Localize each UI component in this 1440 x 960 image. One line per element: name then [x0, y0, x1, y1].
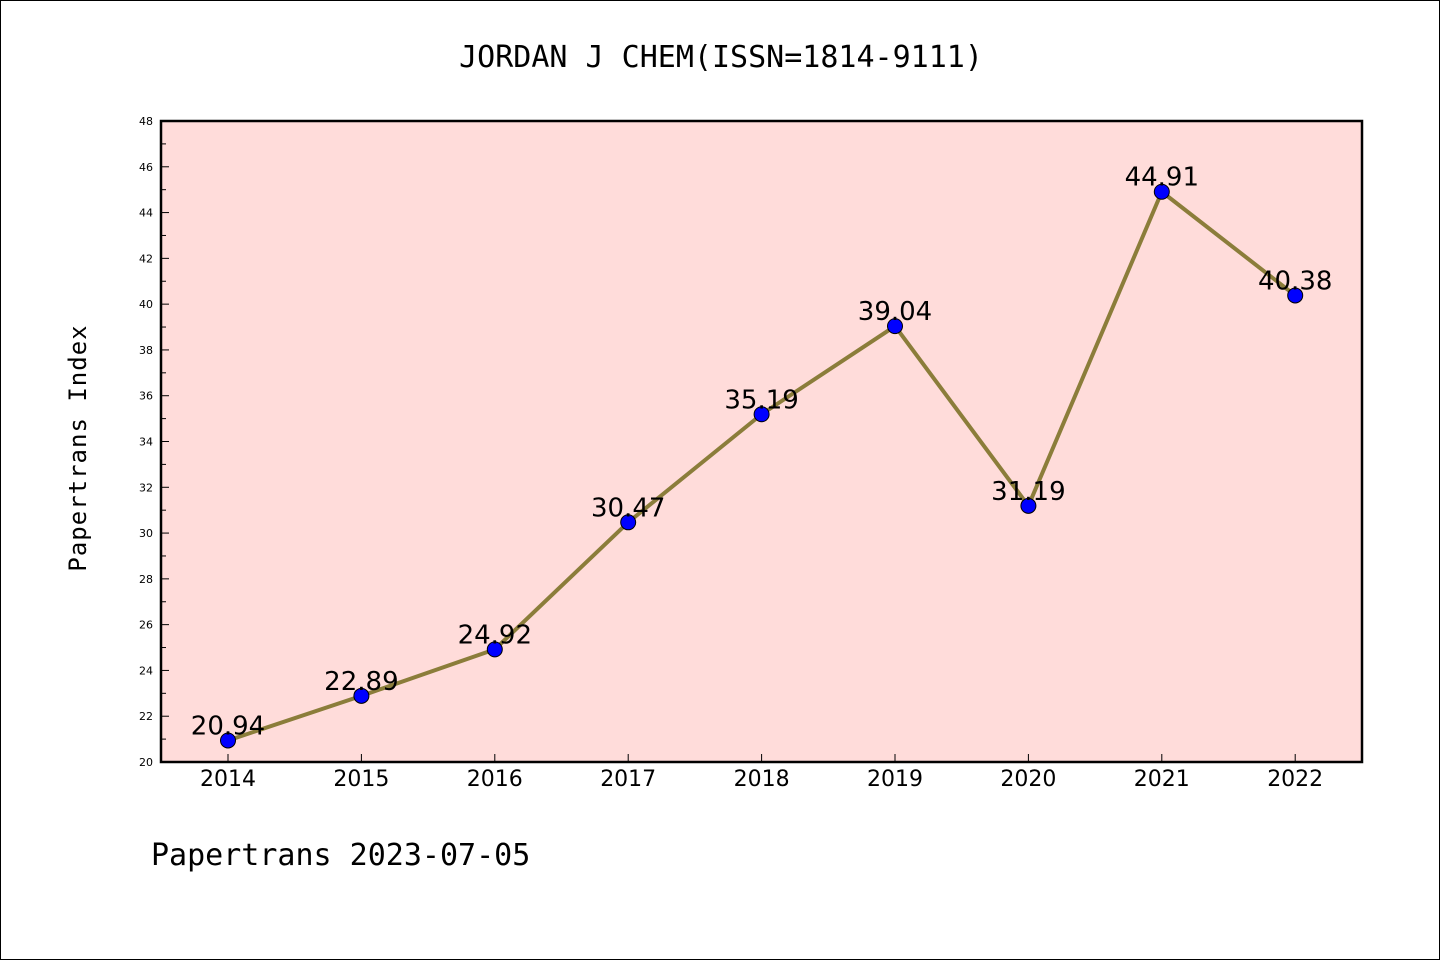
data-label: 30.47 [591, 493, 665, 523]
y-axis-ticks: 20 22 24 26 28 30 32 34 36 38 40 42 44 46 48 [139, 115, 169, 769]
data-label: 39.04 [858, 297, 932, 327]
x-axis-ticks: 2014 2015 2016 2017 2018 2019 2020 2021 2022 [200, 754, 1323, 792]
y-tick-label: 34 [139, 436, 153, 449]
x-tick-label: 2014 [200, 767, 256, 792]
x-tick-label: 2016 [467, 767, 523, 792]
data-point [486, 641, 503, 658]
y-tick-label: 36 [139, 390, 153, 403]
plot-area [159, 119, 1364, 764]
chart-title: JORDAN J CHEM(ISSN=1814-9111) [459, 40, 983, 75]
data-label: 35.19 [724, 385, 798, 415]
data-point [1020, 497, 1037, 514]
data-point [887, 318, 903, 335]
x-tick-label: 2020 [1000, 767, 1056, 792]
y-axis-label: Papertrans Index [64, 324, 92, 571]
data-label: 44.91 [1125, 163, 1199, 193]
x-tick-label: 2022 [1267, 767, 1323, 792]
x-tick-label: 2015 [333, 767, 389, 792]
data-point [353, 687, 370, 704]
y-tick-label: 42 [139, 252, 153, 265]
series-layer: 20.94 22.89 24.92 30.47 35.19 39.04 31.19 44.91… [191, 163, 1332, 749]
y-tick-label: 40 [139, 298, 153, 311]
y-tick-label: 44 [139, 207, 153, 220]
y-tick-label: 22 [139, 710, 153, 723]
y-tick-label: 24 [139, 664, 153, 677]
data-point [1153, 183, 1170, 200]
y-tick-label: 48 [139, 115, 153, 128]
data-point [1287, 287, 1304, 304]
data-label: 31.19 [991, 477, 1065, 507]
y-tick-label: 26 [139, 619, 153, 632]
x-tick-label: 2017 [600, 767, 656, 792]
y-tick-label: 32 [139, 481, 153, 494]
y-tick-label: 38 [139, 344, 153, 357]
x-tick-label: 2019 [867, 767, 923, 792]
data-point [753, 406, 770, 423]
x-tick-label: 2021 [1134, 767, 1190, 792]
data-label: 20.94 [191, 711, 265, 741]
y-tick-label: 28 [139, 573, 153, 586]
data-label: 22.89 [324, 667, 398, 697]
data-point [620, 514, 637, 531]
data-point [220, 732, 236, 749]
y-tick-label: 30 [139, 527, 153, 540]
data-label: 40.38 [1258, 266, 1332, 296]
x-tick-label: 2018 [734, 767, 790, 792]
data-label: 24.92 [458, 620, 532, 650]
y-tick-label: 20 [139, 756, 153, 769]
y-tick-label: 46 [139, 161, 153, 174]
footer-date-label: Papertrans 2023-07-05 [151, 838, 530, 873]
